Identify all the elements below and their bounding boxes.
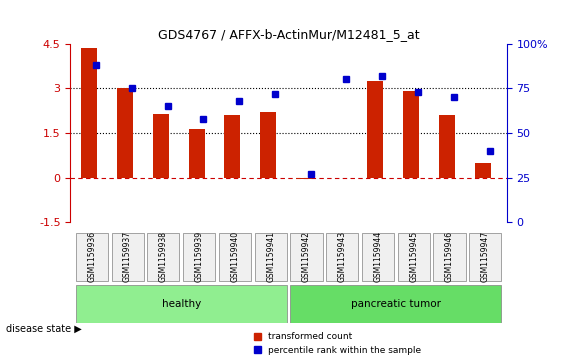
Legend: transformed count, percentile rank within the sample: transformed count, percentile rank withi…	[251, 329, 425, 359]
FancyBboxPatch shape	[291, 233, 323, 281]
Text: GSM1159943: GSM1159943	[338, 231, 347, 282]
Text: healthy: healthy	[162, 299, 201, 309]
Bar	[475, 163, 491, 178]
FancyBboxPatch shape	[469, 233, 501, 281]
Bar	[260, 112, 276, 178]
Title: GDS4767 / AFFX-b-ActinMur/M12481_5_at: GDS4767 / AFFX-b-ActinMur/M12481_5_at	[158, 28, 419, 41]
FancyBboxPatch shape	[397, 233, 430, 281]
Bar	[117, 88, 133, 178]
Bar	[439, 115, 455, 178]
FancyBboxPatch shape	[148, 233, 180, 281]
Text: GSM1159936: GSM1159936	[87, 231, 96, 282]
FancyBboxPatch shape	[76, 233, 108, 281]
FancyBboxPatch shape	[434, 233, 466, 281]
Text: GSM1159942: GSM1159942	[302, 231, 311, 282]
FancyBboxPatch shape	[291, 285, 501, 323]
Bar	[296, 178, 312, 179]
Text: GSM1159945: GSM1159945	[409, 231, 418, 282]
Text: disease state ▶: disease state ▶	[6, 323, 82, 334]
Bar	[224, 115, 240, 178]
FancyBboxPatch shape	[219, 233, 251, 281]
FancyBboxPatch shape	[362, 233, 394, 281]
FancyBboxPatch shape	[254, 233, 287, 281]
FancyBboxPatch shape	[111, 233, 144, 281]
Text: GSM1159939: GSM1159939	[195, 231, 204, 282]
Bar	[403, 91, 419, 178]
Text: GSM1159946: GSM1159946	[445, 231, 454, 282]
Text: GSM1159940: GSM1159940	[230, 231, 239, 282]
Text: GSM1159944: GSM1159944	[373, 231, 382, 282]
Text: GSM1159937: GSM1159937	[123, 231, 132, 282]
Bar	[368, 81, 383, 178]
Text: pancreatic tumor: pancreatic tumor	[351, 299, 441, 309]
Bar	[189, 129, 205, 178]
Text: GSM1159938: GSM1159938	[159, 231, 168, 282]
FancyBboxPatch shape	[76, 285, 287, 323]
Bar	[81, 48, 97, 178]
Bar	[153, 114, 169, 178]
Text: GSM1159941: GSM1159941	[266, 231, 275, 282]
FancyBboxPatch shape	[183, 233, 215, 281]
Text: GSM1159947: GSM1159947	[481, 231, 490, 282]
FancyBboxPatch shape	[326, 233, 358, 281]
